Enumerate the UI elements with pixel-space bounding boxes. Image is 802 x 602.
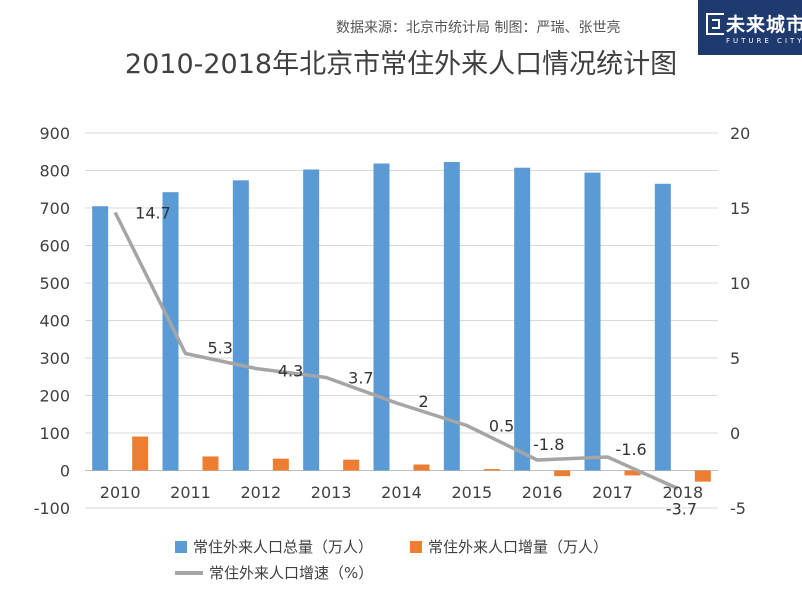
- total-bar: [654, 183, 671, 471]
- rate-data-label: 14.7: [135, 204, 171, 223]
- total-bar: [373, 163, 390, 471]
- increment-bar: [202, 456, 219, 471]
- left-tick-label: 400: [39, 312, 70, 331]
- chart-legend: 常住外来人口总量（万人） 常住外来人口增量（万人） 常住外来人口增速（%）: [175, 536, 695, 596]
- increment-bar: [413, 464, 430, 471]
- increment-bar: [483, 469, 500, 471]
- right-tick-label: 5: [730, 349, 740, 368]
- increment-bar: [624, 470, 641, 476]
- logo-name: 未来城市: [726, 14, 802, 36]
- logo-mark-icon: [706, 13, 724, 35]
- left-tick-label: 600: [39, 237, 70, 256]
- rate-data-label: 0.5: [489, 417, 514, 436]
- category-label: 2018: [662, 483, 703, 502]
- increment-bar: [132, 436, 149, 471]
- total-bar: [162, 192, 179, 471]
- left-tick-label: -100: [34, 499, 70, 518]
- chart-title: 2010-2018年北京市常住外来人口情况统计图: [124, 49, 678, 80]
- category-label: 2015: [451, 483, 492, 502]
- rate-data-label: -1.8: [533, 435, 564, 454]
- line-series: [113, 211, 679, 491]
- increment-bar: [554, 470, 571, 477]
- category-label: 2017: [592, 483, 633, 502]
- total-bar: [584, 172, 601, 471]
- total-bar: [232, 180, 249, 471]
- rate-data-label: 3.7: [348, 369, 373, 388]
- left-tick-label: 300: [39, 349, 70, 368]
- total-bar: [443, 162, 460, 471]
- legend-label: 常住外来人口总量（万人）: [193, 538, 374, 556]
- axis-labels: -100 0 100 200 300 400 500 600 700 800 900 -5 0 5 10 15…: [34, 124, 751, 518]
- rate-data-label: -3.7: [666, 500, 697, 519]
- right-tick-label: 15: [730, 199, 750, 218]
- total-bar: [303, 169, 320, 471]
- legend-item: 常住外来人口总量（万人）: [175, 536, 373, 557]
- rate-data-label: -1.6: [616, 440, 647, 459]
- category-label: 2016: [522, 483, 563, 502]
- increment-bar: [272, 458, 289, 471]
- category-label: 2011: [170, 483, 211, 502]
- right-tick-label: -5: [730, 499, 746, 518]
- increment-bar: [343, 459, 360, 471]
- rate-data-label: 5.3: [208, 339, 233, 358]
- right-tick-label: 20: [730, 124, 750, 143]
- left-tick-label: 900: [39, 124, 70, 143]
- legend-label: 常住外来人口增量（万人）: [428, 538, 609, 556]
- gridlines: [85, 132, 718, 509]
- increment-bar: [694, 470, 711, 482]
- source-credit: 数据来源：北京市统计局 制图：严瑞、张世亮: [336, 20, 621, 36]
- rate-data-labels: 14.7 5.3 4.3 3.7 2 0.5 -1.8 -1.6 -3.7: [135, 204, 697, 519]
- total-bar: [514, 167, 531, 471]
- left-tick-label: 100: [39, 424, 70, 443]
- left-tick-label: 700: [39, 199, 70, 218]
- category-label: 2013: [311, 483, 352, 502]
- category-label: 2014: [381, 483, 422, 502]
- rate-data-label: 2: [419, 392, 429, 411]
- rate-data-label: 4.3: [278, 362, 303, 381]
- category-label: 2012: [240, 483, 281, 502]
- growth-rate-line: [113, 211, 679, 491]
- bar-series: [92, 162, 711, 482]
- logo-english: FUTURE CITY: [726, 37, 802, 45]
- legend-item: 常住外来人口增速（%）: [175, 562, 373, 583]
- left-tick-label: 0: [60, 462, 70, 481]
- left-tick-label: 500: [39, 274, 70, 293]
- category-label: 2010: [100, 483, 141, 502]
- legend-swatch: [410, 540, 422, 553]
- logo-mark-inner-icon: [712, 19, 720, 29]
- right-tick-label: 10: [730, 274, 750, 293]
- right-tick-label: 0: [730, 424, 740, 443]
- future-city-logo: 未来城市 FUTURE CITY: [698, 0, 802, 55]
- left-tick-label: 800: [39, 162, 70, 181]
- legend-swatch: [175, 570, 203, 575]
- legend-swatch: [175, 540, 187, 553]
- legend-item: 常住外来人口增量（万人）: [410, 536, 608, 557]
- total-bar: [92, 206, 109, 471]
- legend-label: 常住外来人口增速（%）: [209, 564, 374, 582]
- left-tick-label: 200: [39, 387, 70, 406]
